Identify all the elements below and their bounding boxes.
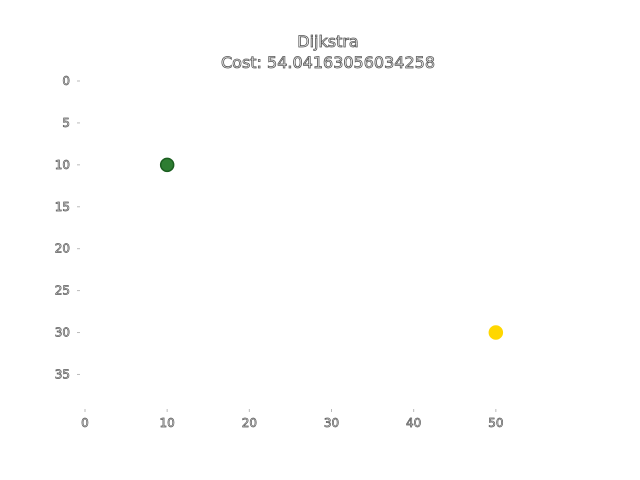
y-axis: 0 5 10 15 20 25 30 35 bbox=[54, 74, 80, 382]
data-point bbox=[159, 157, 175, 173]
y-tick-label: 15 bbox=[55, 200, 70, 214]
y-tick-label: 5 bbox=[62, 116, 70, 130]
x-tick-label: 20 bbox=[242, 416, 257, 430]
x-tick-label: 40 bbox=[406, 416, 421, 430]
y-tick-label: 30 bbox=[55, 326, 70, 340]
x-tick-label: 10 bbox=[160, 416, 175, 430]
plot-area bbox=[84, 80, 579, 409]
y-tick-label: 25 bbox=[55, 284, 70, 298]
data-point bbox=[488, 325, 504, 340]
x-tick-label: 0 bbox=[81, 416, 89, 430]
data-points bbox=[159, 157, 504, 340]
chart-subtitle: Cost: 54.04163056034258 bbox=[221, 53, 435, 72]
x-tick-label: 50 bbox=[488, 416, 503, 430]
x-axis: 0 10 20 30 40 50 bbox=[81, 409, 504, 430]
y-tick-label: 35 bbox=[55, 367, 70, 381]
x-tick-label: 30 bbox=[324, 416, 339, 430]
y-tick-label: 10 bbox=[55, 158, 70, 172]
y-tick-label: 0 bbox=[62, 74, 70, 88]
y-tick-label: 20 bbox=[55, 242, 70, 256]
chart-title: Dijkstra bbox=[297, 32, 358, 51]
